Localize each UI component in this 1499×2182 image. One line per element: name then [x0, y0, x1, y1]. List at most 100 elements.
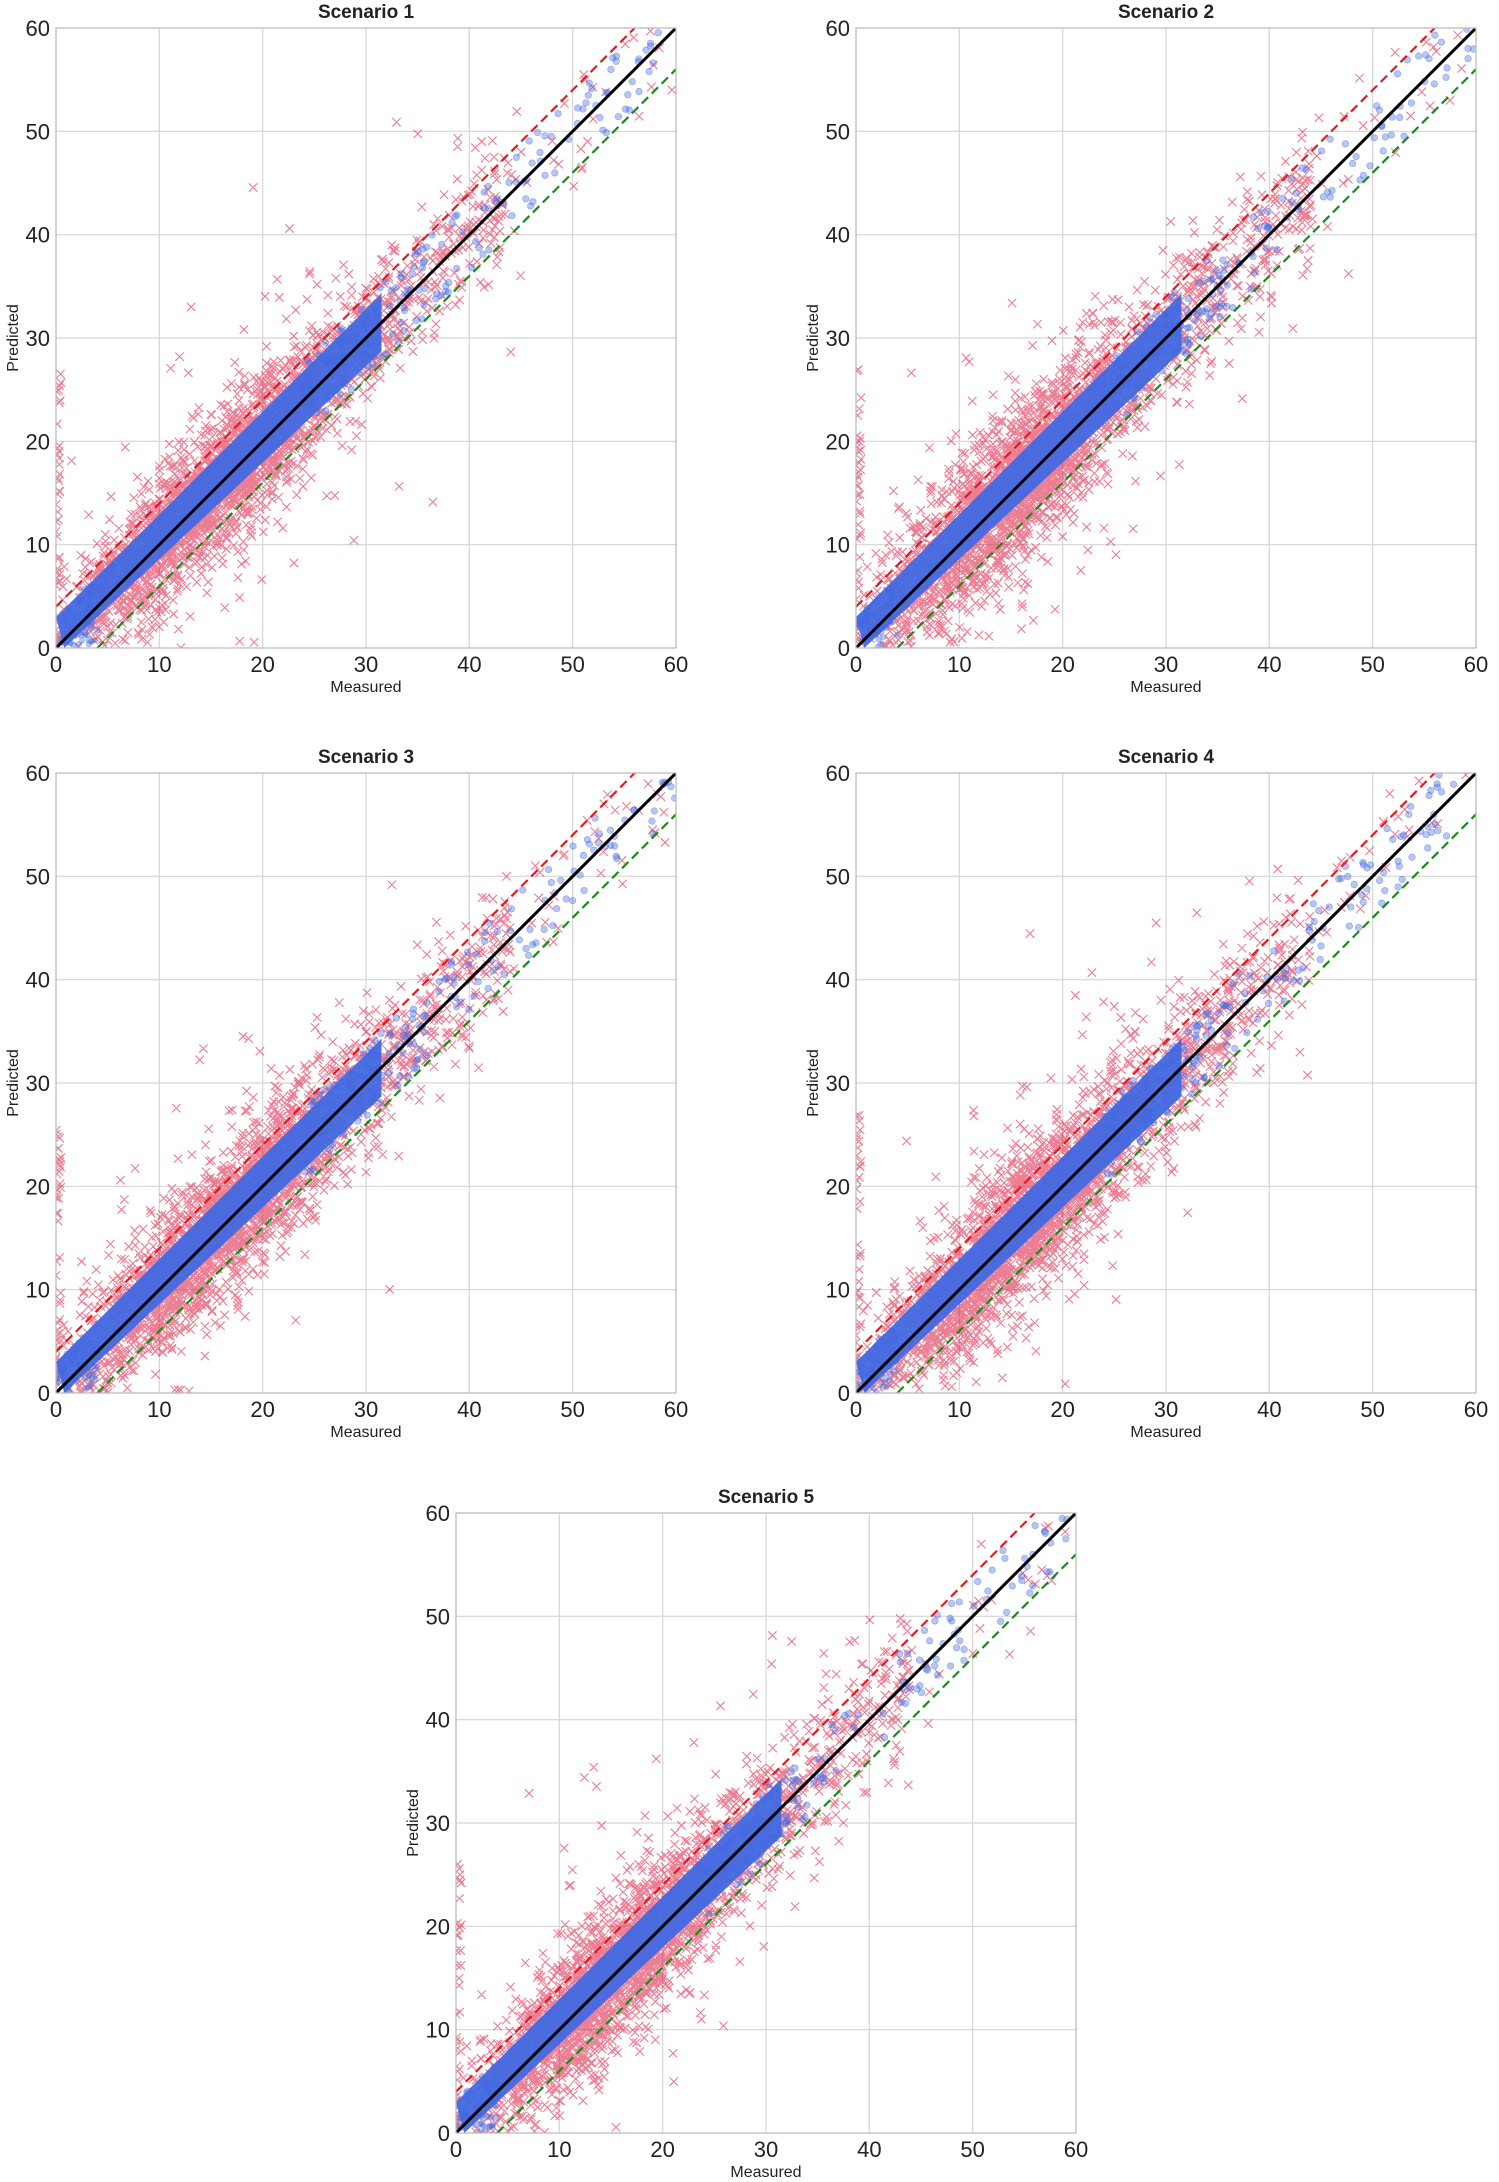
within-band-point	[300, 382, 309, 390]
within-band-point	[1305, 926, 1314, 934]
within-band-point	[737, 1878, 745, 1887]
within-band-point	[423, 243, 431, 251]
within-band-point	[1170, 1076, 1179, 1085]
within-band-point	[870, 610, 877, 617]
within-band-point	[554, 109, 562, 118]
within-band-point	[422, 1051, 430, 1060]
within-band-point	[1317, 147, 1326, 155]
within-band-point	[80, 1354, 87, 1361]
within-band-point	[888, 586, 896, 593]
within-band-point	[883, 624, 890, 632]
x-tick-label: 40	[1257, 652, 1281, 677]
within-band-point	[85, 636, 93, 644]
within-band-point	[463, 2087, 471, 2095]
within-band-point	[91, 583, 98, 590]
x-tick-label: 60	[1464, 1397, 1488, 1422]
within-band-point	[1270, 947, 1278, 955]
within-band-point	[475, 244, 483, 252]
within-band-point	[512, 153, 521, 161]
within-band-point	[1229, 980, 1237, 988]
within-band-point	[810, 1779, 818, 1787]
within-band-point	[599, 126, 607, 134]
within-band-point	[357, 305, 365, 314]
within-band-point	[1162, 1061, 1170, 1069]
within-band-point	[870, 1385, 877, 1392]
within-band-point	[67, 1360, 75, 1368]
within-band-point	[1335, 875, 1343, 883]
within-band-core	[56, 1038, 382, 1393]
within-band-point	[1394, 857, 1402, 865]
within-band-point	[1163, 1108, 1171, 1116]
within-band-point	[1315, 906, 1323, 915]
within-band-point	[87, 622, 94, 629]
within-band-point	[484, 182, 492, 190]
within-band-point	[1203, 257, 1212, 265]
within-band-point	[58, 633, 65, 641]
within-band-point	[761, 1841, 769, 1849]
within-band-point	[1174, 1079, 1182, 1087]
within-band-point	[1160, 312, 1169, 320]
within-band-point	[858, 1364, 865, 1372]
within-band-point	[752, 1823, 760, 1832]
within-band-point	[313, 1141, 322, 1149]
within-band-point	[74, 609, 82, 617]
x-tick-label: 60	[664, 1397, 688, 1422]
y-tick-label: 40	[826, 223, 850, 248]
within-band-point	[1464, 55, 1472, 63]
within-band-point	[820, 1755, 829, 1763]
within-band-point	[450, 979, 458, 987]
within-band-point	[58, 1368, 66, 1376]
within-band-point	[474, 978, 482, 986]
within-band-point	[1280, 969, 1289, 977]
within-band-point	[1356, 176, 1364, 184]
y-tick-label: 20	[26, 429, 50, 454]
within-band-point	[1292, 189, 1300, 197]
within-band-point	[377, 1029, 385, 1038]
within-band-point	[419, 245, 427, 253]
scenario-4-panel: 0 10 20 30 40 50 60 0 10 20 30 40 50 60 Scenario 4 Meas…	[800, 745, 1499, 1445]
within-band-point	[540, 925, 548, 933]
plot-frame	[55, 27, 677, 649]
within-band-point	[711, 1884, 719, 1892]
1-1-line	[456, 1513, 1076, 2133]
within-band-point	[862, 618, 869, 626]
within-band-point	[478, 2111, 486, 2119]
within-band-point	[757, 1860, 765, 1868]
within-band-point	[462, 2095, 469, 2102]
x-tick-label: 0	[850, 652, 862, 677]
within-band-point	[585, 79, 593, 87]
within-band-point	[1310, 918, 1318, 926]
y-tick-label: 40	[426, 1708, 450, 1733]
within-band-point	[1216, 287, 1224, 295]
within-band-point	[761, 1826, 769, 1834]
within-band-point	[484, 984, 492, 992]
within-band-point	[451, 212, 459, 220]
within-band-point	[1463, 28, 1471, 33]
within-band-point	[569, 842, 577, 850]
within-band-point	[1216, 312, 1224, 321]
within-band-point	[363, 311, 371, 319]
within-band-point	[1396, 113, 1404, 121]
within-band-point	[767, 1791, 775, 1799]
within-band-point	[1194, 279, 1202, 287]
within-band-point	[75, 1339, 83, 1346]
within-band-point	[336, 353, 344, 361]
within-band-point	[411, 250, 419, 258]
within-band-point	[1111, 1124, 1120, 1132]
within-band-point	[856, 1369, 860, 1377]
within-band-point	[862, 1355, 870, 1362]
within-band-point	[322, 407, 330, 415]
within-band-point	[889, 1336, 897, 1344]
x-tick-label: 40	[857, 2137, 881, 2162]
within-band-point	[397, 318, 405, 327]
reference-lines	[56, 773, 676, 1393]
within-band-point	[1124, 1139, 1132, 1147]
within-band-point	[87, 591, 94, 598]
within-band-point	[887, 1348, 894, 1355]
within-band-point	[489, 2121, 496, 2129]
x-tick-label: 20	[250, 1397, 274, 1422]
within-band-point	[61, 612, 68, 620]
within-band-point	[871, 1358, 878, 1365]
within-band-point	[1443, 64, 1451, 72]
within-band-point	[1221, 1001, 1229, 1010]
